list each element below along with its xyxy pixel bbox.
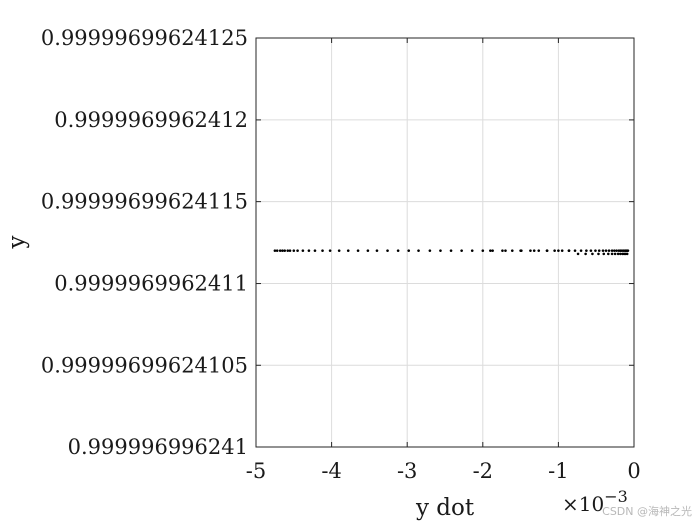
data-point xyxy=(585,249,588,252)
y-tick-label: 0.9999969962411 xyxy=(54,272,248,296)
data-point xyxy=(396,249,400,252)
x-tick-label: -2 xyxy=(473,459,493,483)
y-axis-label: y xyxy=(4,236,30,250)
data-point xyxy=(510,249,514,252)
data-point xyxy=(553,249,556,252)
data-point xyxy=(321,249,324,252)
data-point xyxy=(356,249,360,252)
y-tick-label: 0.9999969962412 xyxy=(54,108,248,132)
data-point xyxy=(606,252,610,256)
data-point xyxy=(366,249,370,252)
data-point xyxy=(610,252,614,256)
data-point xyxy=(560,249,564,252)
data-point xyxy=(591,252,594,256)
data-point xyxy=(537,249,541,252)
data-point xyxy=(328,249,332,252)
data-point xyxy=(576,252,580,256)
data-point xyxy=(545,249,549,252)
data-point xyxy=(567,249,571,252)
y-tick-label: 0.999996996241 xyxy=(68,435,248,459)
data-point xyxy=(292,249,296,252)
data-point xyxy=(375,249,379,252)
data-point xyxy=(283,249,287,252)
data-point xyxy=(557,249,560,252)
data-point xyxy=(519,249,522,252)
x-tick-label: 0 xyxy=(627,459,640,483)
data-point xyxy=(529,249,532,252)
data-point xyxy=(460,249,463,252)
data-point xyxy=(597,252,600,256)
data-point xyxy=(281,249,284,252)
data-point xyxy=(470,249,474,252)
data-point xyxy=(501,249,504,252)
data-point xyxy=(301,249,305,252)
x-axis-ticks: -5 -4 -3 -2 -1 0 xyxy=(246,38,641,483)
data-point xyxy=(621,252,624,256)
data-point xyxy=(610,249,614,252)
data-point xyxy=(601,249,605,252)
data-point xyxy=(288,249,292,252)
x-tick-label: -4 xyxy=(321,459,341,483)
data-point xyxy=(428,249,432,252)
data-point xyxy=(337,249,341,252)
data-point xyxy=(449,249,453,252)
y-tick-label: 0.99999699624115 xyxy=(41,190,248,214)
data-point xyxy=(594,249,597,252)
data-point xyxy=(407,249,411,252)
data-point xyxy=(589,249,593,252)
data-point xyxy=(481,249,485,252)
data-point xyxy=(579,249,583,252)
data-point xyxy=(619,252,622,256)
y-axis-ticks: 0.999996996241 0.99999699624105 0.99999699… xyxy=(41,26,634,459)
x-exponent-power: −3 xyxy=(604,487,628,506)
x-exponent-label: ×10−3 xyxy=(562,487,628,516)
data-point xyxy=(386,249,389,252)
data-point xyxy=(584,252,587,256)
data-point xyxy=(346,249,350,252)
x-axis-label: y dot xyxy=(415,495,475,521)
data-point xyxy=(573,249,577,252)
data-point xyxy=(626,249,630,252)
watermark: CSDN @海神之光 xyxy=(602,505,692,518)
data-point xyxy=(313,249,317,252)
x-tick-label: -3 xyxy=(397,459,417,483)
plot-area xyxy=(256,38,634,447)
data-point xyxy=(613,252,617,256)
data-point xyxy=(504,249,507,252)
y-tick-label: 0.99999699624125 xyxy=(41,26,248,50)
data-point xyxy=(273,249,277,252)
data-point xyxy=(439,249,442,252)
data-point xyxy=(615,249,618,252)
x-tick-label: -1 xyxy=(548,459,568,483)
data-point xyxy=(307,249,311,252)
data-point xyxy=(616,252,620,256)
data-point xyxy=(275,249,279,252)
y-tick-label: 0.99999699624105 xyxy=(41,353,248,377)
data-point xyxy=(613,249,616,252)
data-point xyxy=(597,249,601,252)
data-point xyxy=(296,249,299,252)
data-point xyxy=(491,249,494,252)
data-point xyxy=(602,252,606,256)
data-point xyxy=(607,249,611,252)
data-point xyxy=(286,249,290,252)
data-point xyxy=(532,249,536,252)
data-point xyxy=(417,249,420,252)
data-point xyxy=(604,249,608,252)
data-point xyxy=(489,249,492,252)
data-points xyxy=(273,249,630,256)
x-exponent-base: ×10 xyxy=(562,492,604,516)
axes-box xyxy=(255,37,635,448)
data-point xyxy=(278,249,282,252)
x-tick-label: -5 xyxy=(246,459,266,483)
